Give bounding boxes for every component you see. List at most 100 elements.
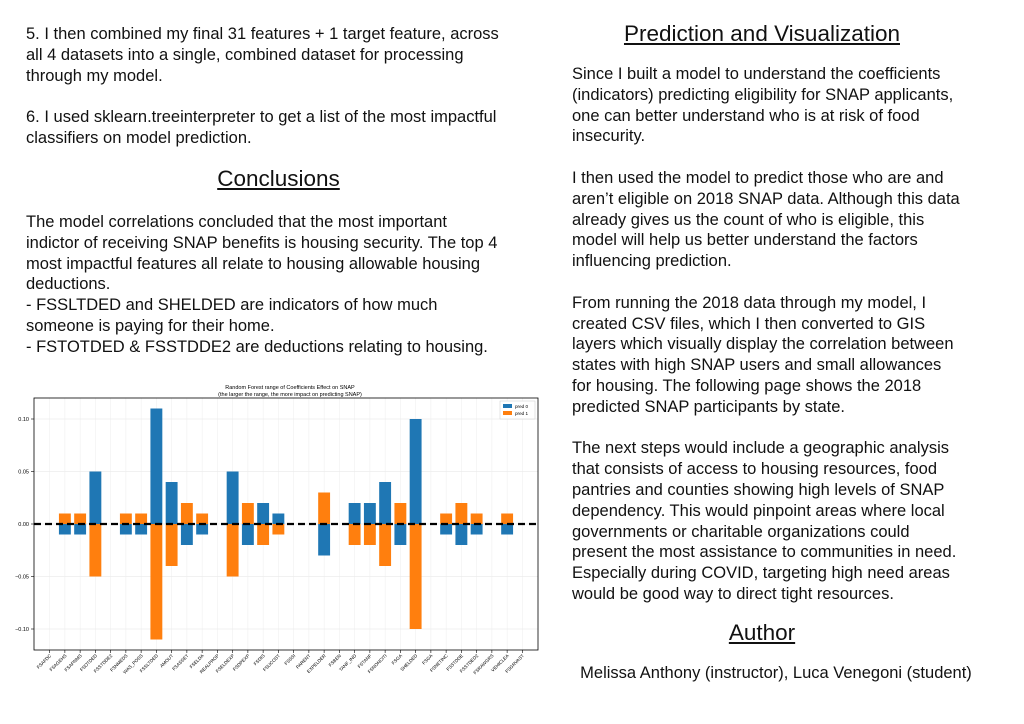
bar-pred-1 — [318, 492, 331, 524]
y-axis: −0.10 −0.05 0.00 0.05 0.10 — [15, 417, 34, 633]
bar-pred-1 — [241, 503, 254, 524]
bar-pred-0 — [409, 419, 422, 524]
legend-label: pred 1 — [515, 411, 528, 416]
x-tick-label: FSGA — [391, 653, 404, 666]
bar-pred-1 — [135, 513, 148, 524]
conclusions-heading: Conclusions — [217, 166, 340, 191]
prediction-line: pantries and counties showing high level… — [572, 480, 945, 499]
bar-pred-0 — [165, 482, 178, 524]
y-tick-label: −0.10 — [15, 627, 29, 633]
bar-pred-0 — [501, 524, 514, 535]
bar-pred-0 — [150, 408, 163, 524]
prediction-line: influencing prediction. — [572, 252, 732, 271]
prediction-line: Especially during COVID, targeting high … — [572, 564, 950, 583]
y-tick-label: 0.00 — [18, 522, 29, 528]
prediction-heading: Prediction and Visualization — [623, 21, 900, 46]
x-axis: FSAFDCFSAGEHSFSAPNMSFSOTDEDFSSTDDE2FSNME… — [36, 650, 525, 675]
bar-pred-0 — [74, 524, 87, 535]
bar-pred-1 — [89, 524, 102, 577]
bar-pred-0 — [241, 524, 254, 545]
bar-pred-1 — [226, 524, 239, 577]
prediction-line: already gives us the count of who is eli… — [572, 210, 925, 229]
x-tick-label: FSDIS — [253, 653, 266, 666]
bar-pred-1 — [394, 503, 407, 524]
bar-pred-1 — [348, 524, 361, 545]
legend-swatch — [503, 411, 512, 415]
bar-pred-0 — [455, 524, 468, 545]
bar-pred-1 — [196, 513, 209, 524]
bar-pred-0 — [394, 524, 407, 545]
bar-pred-1 — [165, 524, 178, 566]
bar-pred-1 — [150, 524, 163, 640]
legend-swatch — [503, 404, 512, 408]
author-heading: Author — [728, 620, 796, 645]
bar-pred-0 — [196, 524, 209, 535]
prediction-body: Since I built a model to understand the … — [572, 64, 992, 605]
prediction-line: governments or charitable organizations … — [572, 522, 910, 541]
conclusions-line: indictor of receiving SNAP benefits is h… — [26, 233, 498, 252]
bar-pred-1 — [272, 524, 285, 535]
prediction-line: dependency. This would pinpoint areas wh… — [572, 501, 945, 520]
prediction-line: aren’t eligible on 2018 SNAP data. Altho… — [572, 189, 960, 208]
bar-pred-1 — [363, 524, 376, 545]
bar-pred-0 — [363, 503, 376, 524]
x-tick-label: TANF_IND — [338, 653, 358, 673]
prediction-line: created CSV files, which I then converte… — [572, 314, 926, 333]
para-step-6: 6. I used sklearn.treeinterpreter to get… — [26, 107, 546, 149]
chart-legend: pred 0 pred 1 — [499, 400, 536, 420]
prediction-para-3: From running the 2018 data through my mo… — [572, 293, 992, 418]
y-tick-label: −0.05 — [15, 575, 29, 581]
prediction-line: model will help us better understand the… — [572, 231, 918, 250]
x-tick-label: FSBEN — [328, 653, 342, 667]
y-tick-label: 0.05 — [18, 470, 29, 476]
conclusions-body: The model correlations concluded that th… — [26, 212, 546, 358]
bar-pred-0 — [180, 524, 193, 545]
conclusions-line: most impactful features all relate to ho… — [26, 254, 481, 273]
bar-pred-0 — [440, 524, 453, 535]
conclusions-line: deductions. — [26, 275, 111, 294]
prediction-line: would be good way to direct tight resour… — [572, 584, 894, 603]
prediction-line: layers which visually display the correl… — [572, 335, 954, 354]
bar-pred-0 — [379, 482, 392, 524]
conclusions-line: - FSTOTDED & FSSTDDE2 are deductions rel… — [26, 337, 488, 356]
conclusions-line: someone is paying for their home. — [26, 316, 275, 335]
bar-pred-0 — [272, 513, 285, 524]
chart-title: Random Forest range of Coefficients Effe… — [225, 385, 355, 391]
bar-pred-1 — [409, 524, 422, 629]
bar-pred-0 — [348, 503, 361, 524]
prediction-line: states with high SNAP users and small al… — [572, 356, 942, 375]
bar-pred-1 — [501, 513, 514, 524]
bar-pred-1 — [180, 503, 193, 524]
prediction-line: From running the 2018 data through my mo… — [572, 293, 927, 312]
bar-pred-1 — [58, 513, 71, 524]
prediction-line: predicted SNAP participants by state. — [572, 397, 846, 416]
prediction-para-4: The next steps would include a geographi… — [572, 438, 992, 604]
bar-pred-0 — [119, 524, 132, 535]
bar-pred-1 — [379, 524, 392, 566]
bar-pred-1 — [119, 513, 132, 524]
coefficients-chart: Random Forest range of Coefficients Effe… — [15, 385, 539, 675]
prediction-line: present the most assistance to communiti… — [572, 543, 957, 562]
prediction-line: that consists of access to housing resou… — [572, 460, 938, 479]
x-tick-label: FSGA — [421, 653, 434, 666]
prediction-line: (indicators) predicting eligibility for … — [572, 85, 954, 104]
bar-pred-0 — [226, 471, 239, 524]
para-step-5-line: 5. I then combined my final 31 features … — [26, 25, 499, 43]
para-step-5-line: all 4 datasets into a single, combined d… — [26, 45, 464, 64]
bar-pred-1 — [257, 524, 270, 545]
conclusions-line: The model correlations concluded that th… — [26, 213, 447, 231]
bar-pred-0 — [89, 471, 102, 524]
para-step-6-line: 6. I used sklearn.treeinterpreter to get… — [26, 108, 497, 127]
prediction-para-2: I then used the model to predict those w… — [572, 168, 992, 272]
bar-pred-0 — [470, 524, 483, 535]
prediction-line: I then used the model to predict those w… — [572, 168, 944, 187]
legend-label: pred 0 — [515, 404, 528, 409]
y-tick-label: 0.10 — [18, 417, 29, 423]
prediction-line: one can better understand who is at risk… — [572, 106, 920, 125]
bar-pred-0 — [318, 524, 331, 556]
prediction-line: for housing. The following page shows th… — [572, 376, 922, 395]
x-tick-label: FSASSET — [171, 653, 189, 671]
author-names: Melissa Anthony (instructor), Luca Veneg… — [580, 664, 972, 682]
x-tick-label: FSSSI — [283, 653, 296, 666]
prediction-line: Since I built a model to understand the … — [572, 65, 941, 83]
